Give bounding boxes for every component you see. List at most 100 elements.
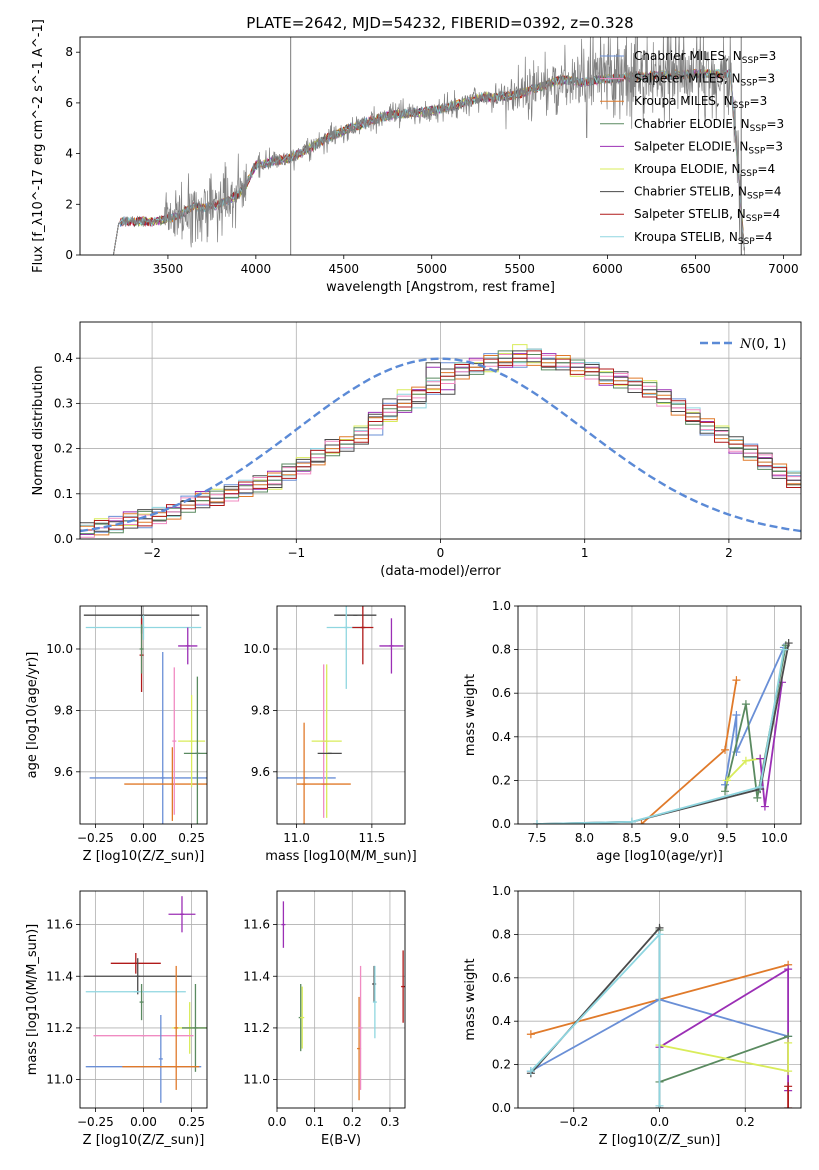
frame-age_vs_mass (276, 605, 406, 825)
tick-label-x: 0.3 (380, 1115, 399, 1129)
tick-label-y: 9.6 (251, 765, 270, 779)
axes-age_vs_Z: −0.25 0.00 0.25 9.6 9.8 10.0 Z [log10(Z/Z_sun)… (25, 605, 208, 864)
plot-area-age_vs_Z (83, 606, 207, 824)
gaussian-symbol: N (739, 337, 752, 352)
grid-residuals (80, 322, 801, 540)
weight-marker (526, 1067, 535, 1076)
weight-marker (627, 817, 636, 824)
tick-label-x: 9.0 (670, 831, 689, 845)
tick-label-x: 9.5 (717, 831, 736, 845)
weight-marker (753, 793, 762, 802)
weight-marker (732, 676, 741, 685)
figure-title: PLATE=2642, MJD=54232, FIBERID=0392, z=0… (246, 14, 633, 32)
tick-label-x: 3500 (153, 262, 184, 276)
tick-label-x: 0.25 (178, 831, 205, 845)
tick-label-y: 11.0 (243, 1073, 270, 1087)
tick-label-y: 11.0 (46, 1073, 73, 1087)
legend-subscript: SSP (742, 56, 759, 66)
tick-label-x: −0.2 (559, 1115, 588, 1129)
histogram-step (80, 354, 801, 538)
legend-subscript: SSP (741, 79, 758, 89)
tick-label-y: 11.4 (243, 969, 270, 983)
axes-massweight_vs_age: 7.5 8.0 8.5 9.0 9.5 10.0 0.0 0.2 0.4 0.6 0.8 1.0 age… (463, 599, 802, 864)
tick-label-x: 0 (437, 546, 445, 560)
weight-line (658, 930, 789, 1084)
histogram-step (80, 350, 801, 532)
tick-label-y: 10.0 (46, 642, 73, 656)
tick-label-y: 1.0 (492, 884, 511, 898)
histogram-step (80, 350, 801, 535)
tick-label-x: 2 (725, 546, 733, 560)
tick-label-x: 5000 (416, 262, 447, 276)
weight-line (536, 649, 785, 824)
frame-residuals (79, 321, 802, 540)
weight-marker (784, 1082, 793, 1091)
weight-marker (741, 756, 750, 765)
tick-label-y: 0.4 (492, 1014, 511, 1028)
weight-marker (526, 1030, 535, 1039)
xlabel-mass_vs_EBV: E(B-V) (321, 1133, 361, 1148)
xlabel-massweight_vs_Z: Z [log10(Z/Z_sun)] (599, 1133, 721, 1148)
frame-spectrum (79, 36, 802, 256)
tick-label-y: 11.4 (46, 969, 73, 983)
legend-value: =3 (766, 117, 784, 131)
tick-label-y: 1.0 (492, 599, 511, 613)
frame-massweight_vs_Z (517, 890, 802, 1109)
tick-label-y: 11.2 (46, 1021, 73, 1035)
weight-marker (760, 802, 769, 811)
weight-marker (784, 965, 793, 974)
tick-label-x: 11.0 (283, 831, 310, 845)
tick-label-y: 0.8 (492, 927, 511, 941)
plot-area-spectrum (112, 37, 746, 255)
axes-age_vs_mass: 11.0 11.5 9.6 9.8 10.0 mass [log10(M/M_sun)] (243, 605, 417, 864)
tick-label-y: 8 (65, 45, 73, 59)
legend-entry: Kroupa STELIB, NSSP=4 (634, 230, 772, 247)
tick-label-y: 2 (65, 197, 73, 211)
legend-value: =3 (750, 94, 768, 108)
legend-entry: Kroupa MILES, NSSP=3 (634, 94, 767, 111)
gaussian-curve (80, 357, 801, 533)
plots-layer: 3500 4000 4500 5000 5500 6000 6500 7000 0 2 4 6 8 wav… (25, 19, 802, 1148)
tick-label-x: −0.25 (77, 831, 114, 845)
xlabel-massweight_vs_age: age [log10(age/yr)] (596, 849, 723, 864)
legend-value: =3 (759, 49, 777, 63)
tick-label-x: 1 (581, 546, 589, 560)
histogram-step (80, 350, 801, 531)
xlabel-age_vs_Z: Z [log10(Z/Z_sun)] (83, 849, 205, 864)
tick-label-x: 8.5 (622, 831, 641, 845)
weight-marker (784, 1104, 793, 1108)
tick-label-x: −1 (287, 546, 305, 560)
legend-value: =4 (764, 185, 782, 199)
tick-label-x: 10.0 (761, 831, 788, 845)
frame-mass_vs_EBV (276, 890, 406, 1109)
weight-marker (756, 754, 765, 763)
ylabel-massweight_vs_Z: mass weight (463, 958, 478, 1040)
tick-label-y: 10.0 (243, 642, 270, 656)
axes-residuals: −2 −1 0 1 2 0.0 0.1 0.2 0.3 0.4 (data-model)/error… (31, 321, 802, 579)
tick-label-y: 0.2 (54, 442, 73, 456)
grid-mass_vs_EBV (276, 891, 405, 1108)
legend-value: =4 (757, 162, 775, 176)
tick-label-x: 6000 (592, 262, 623, 276)
ylabel-massweight_vs_age: mass weight (463, 674, 478, 756)
ylabel-age_vs_Z: age [log10(age/yr)] (25, 652, 40, 779)
tick-label-y: 11.6 (46, 918, 73, 932)
legend-subscript: SSP (748, 146, 765, 156)
ylabel-spectrum: Flux [f_λ10^-17 erg cm^-2 s^-1 A^-1] (31, 19, 46, 273)
tick-label-x: 7.5 (527, 831, 546, 845)
legend-entry: Salpeter MILES, NSSP=3 (634, 72, 775, 89)
plot-area-age_vs_mass (277, 606, 404, 824)
plot-area-massweight_vs_age (532, 639, 793, 824)
weight-line (530, 932, 661, 1106)
axes-mass_vs_EBV: 0.0 0.1 0.2 0.3 11.0 11.2 11.4 11.6 E(B-V) (243, 890, 406, 1148)
weight-marker (732, 711, 741, 719)
legend-entry: Chabrier ELODIE, NSSP=3 (634, 117, 784, 134)
legend-subscript: SSP (733, 101, 750, 111)
legend-entry: Salpeter ELODIE, NSSP=3 (634, 139, 783, 156)
weight-line (659, 967, 789, 1091)
histogram-step (80, 354, 801, 536)
weight-marker (756, 782, 765, 791)
legend-subscript: SSP (741, 169, 758, 179)
legend-value: =4 (763, 207, 781, 221)
